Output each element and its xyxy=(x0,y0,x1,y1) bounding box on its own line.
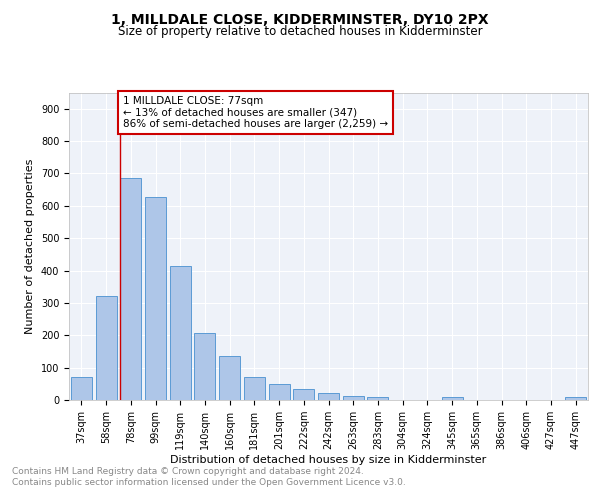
Text: 1, MILLDALE CLOSE, KIDDERMINSTER, DY10 2PX: 1, MILLDALE CLOSE, KIDDERMINSTER, DY10 2… xyxy=(111,12,489,26)
Bar xyxy=(343,396,364,400)
X-axis label: Distribution of detached houses by size in Kidderminster: Distribution of detached houses by size … xyxy=(170,455,487,465)
Bar xyxy=(194,332,215,400)
Bar xyxy=(442,398,463,400)
Bar xyxy=(71,378,92,400)
Y-axis label: Number of detached properties: Number of detached properties xyxy=(25,158,35,334)
Bar xyxy=(269,384,290,400)
Bar xyxy=(120,178,141,400)
Text: 1 MILLDALE CLOSE: 77sqm
← 13% of detached houses are smaller (347)
86% of semi-d: 1 MILLDALE CLOSE: 77sqm ← 13% of detache… xyxy=(123,96,388,129)
Bar xyxy=(367,398,388,400)
Bar xyxy=(219,356,240,400)
Bar xyxy=(318,393,339,400)
Bar xyxy=(95,296,116,400)
Bar xyxy=(170,266,191,400)
Bar xyxy=(244,378,265,400)
Text: Contains HM Land Registry data © Crown copyright and database right 2024.
Contai: Contains HM Land Registry data © Crown c… xyxy=(12,468,406,487)
Text: Size of property relative to detached houses in Kidderminster: Size of property relative to detached ho… xyxy=(118,24,482,38)
Bar xyxy=(145,196,166,400)
Bar xyxy=(565,398,586,400)
Bar xyxy=(293,388,314,400)
